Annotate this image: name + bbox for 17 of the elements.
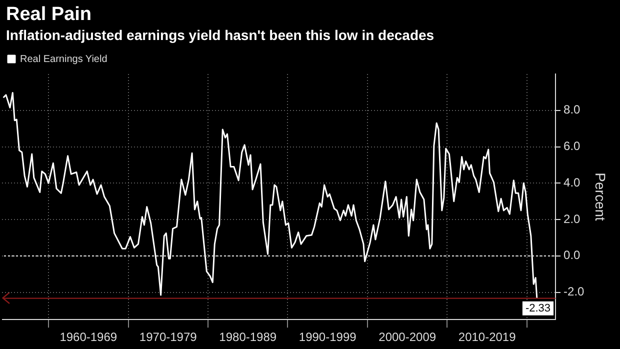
y-tick-label: 0.0 [564,248,581,262]
y-axis-title: Percent [592,172,609,222]
x-tick-label: 1960-1969 [60,330,118,344]
chart-title: Real Pain [6,4,93,26]
legend-label: Real Earnings Yield [20,54,108,65]
y-tick-label: 4.0 [564,175,581,190]
ref-line-label: -2.33 [525,302,551,314]
x-tick-label: 1970-1979 [139,330,198,344]
x-tick-label: 2000-2009 [378,330,436,344]
y-tick-label: 8.0 [564,102,581,117]
chart-subtitle: Inflation-adjusted earnings yield hasn't been this low in decades [6,26,436,44]
y-tick-label: -2.0 [564,284,585,299]
x-tick-label: 2010-2019 [458,330,516,344]
y-tick-label: 6.0 [564,139,581,154]
x-tick-label: 1980-1989 [219,330,277,344]
y-tick-label: 2.0 [564,212,581,226]
x-tick-label: 1990-1999 [298,330,357,344]
